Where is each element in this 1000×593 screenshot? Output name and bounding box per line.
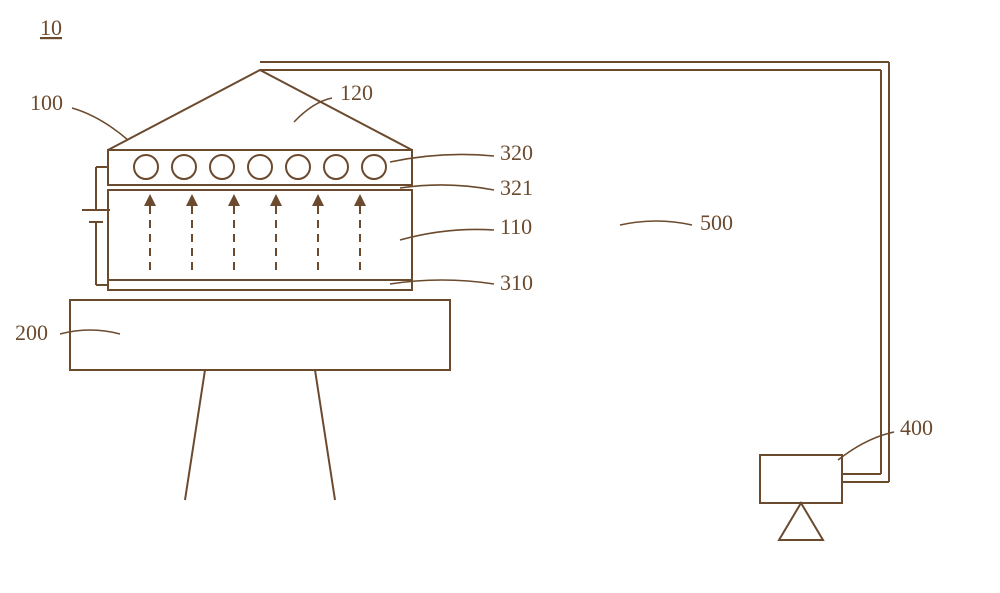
leader-l400 xyxy=(838,432,894,460)
leader-l320 xyxy=(390,154,494,162)
electrode-circle xyxy=(286,155,310,179)
electrode-circle xyxy=(324,155,348,179)
pedestal xyxy=(185,370,335,500)
leader-l110 xyxy=(400,229,494,240)
leader-l100 xyxy=(72,108,128,140)
label-l100: 100 xyxy=(30,90,63,115)
base-200 xyxy=(70,300,450,370)
chamber-110 xyxy=(108,190,412,280)
unit-400 xyxy=(760,455,842,503)
label-l200: 200 xyxy=(15,320,48,345)
electrode-310 xyxy=(108,280,412,290)
leader-l120 xyxy=(294,98,332,122)
leader-l321 xyxy=(400,185,494,190)
label-l400: 400 xyxy=(900,415,933,440)
electrode-circle xyxy=(362,155,386,179)
label-l120: 120 xyxy=(340,80,373,105)
apparatus-diagram: 10 100 120 200 110 310 320 321 400 500 xyxy=(0,0,1000,593)
electrode-circle xyxy=(210,155,234,179)
electrode-circle xyxy=(172,155,196,179)
label-l110: 110 xyxy=(500,214,532,239)
leader-l500 xyxy=(620,221,692,225)
figure-number: 10 xyxy=(40,15,62,40)
stand-icon xyxy=(779,503,823,540)
electrode-circle xyxy=(134,155,158,179)
electrode-circle xyxy=(248,155,272,179)
label-l310: 310 xyxy=(500,270,533,295)
label-l321: 321 xyxy=(500,175,533,200)
label-l500: 500 xyxy=(700,210,733,235)
label-l320: 320 xyxy=(500,140,533,165)
